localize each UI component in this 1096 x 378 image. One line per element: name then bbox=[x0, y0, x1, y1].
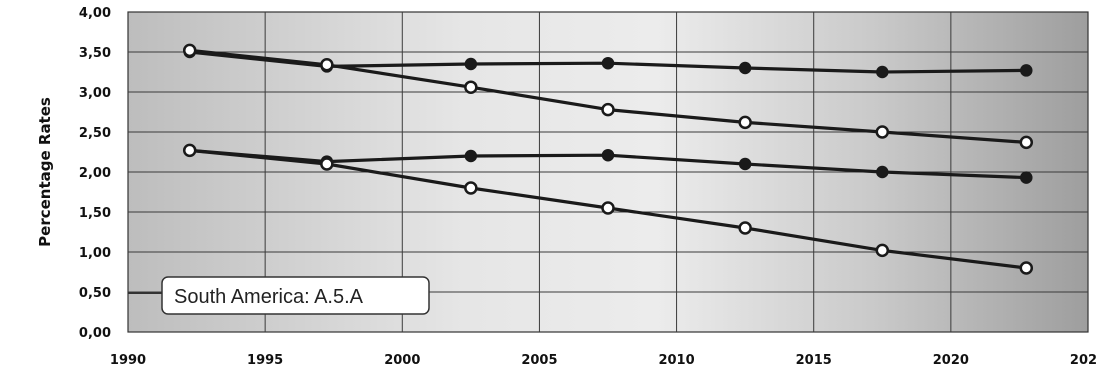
data-point-open bbox=[601, 201, 615, 215]
data-point-open bbox=[320, 58, 334, 72]
data-point-open bbox=[1019, 135, 1034, 150]
data-point-filled bbox=[1020, 64, 1033, 77]
y-tick-label: 1,50 bbox=[79, 206, 111, 221]
data-point-filled bbox=[738, 157, 752, 171]
data-point-open bbox=[464, 80, 478, 94]
data-point-open bbox=[1019, 261, 1034, 275]
data-point-open bbox=[738, 221, 752, 235]
data-point-filled bbox=[464, 57, 478, 71]
series-group bbox=[182, 43, 1034, 275]
data-point-open bbox=[875, 243, 890, 258]
data-point-open bbox=[738, 115, 752, 130]
data-point-filled bbox=[738, 61, 752, 75]
x-tick-label: 2025 bbox=[1070, 353, 1096, 368]
annotation-label: South America: A.5.A bbox=[174, 286, 364, 308]
data-point-open bbox=[875, 125, 890, 139]
x-tick-label: 2005 bbox=[521, 353, 557, 368]
annotation-box: South America: A.5.A bbox=[128, 276, 430, 315]
y-tick-label: 2,50 bbox=[79, 126, 111, 141]
series-4 bbox=[182, 143, 1034, 275]
x-tick-label: 2015 bbox=[796, 353, 832, 368]
data-point-open bbox=[182, 143, 197, 158]
y-tick-label: 0,50 bbox=[79, 286, 111, 301]
y-tick-label: 3,50 bbox=[79, 46, 111, 61]
data-point-filled bbox=[464, 149, 478, 163]
y-tick-labels: 0,00 0,50 1,00 1,50 2,00 2,50 3,00 3,50 4,00 bbox=[79, 6, 111, 341]
data-point-open bbox=[464, 181, 478, 195]
data-point-filled bbox=[601, 56, 615, 70]
data-point-filled bbox=[876, 165, 889, 179]
x-tick-label: 2000 bbox=[384, 353, 420, 368]
x-tick-label: 2010 bbox=[658, 353, 694, 368]
y-tick-label: 3,00 bbox=[79, 86, 111, 101]
x-tick-label: 1990 bbox=[110, 353, 146, 368]
x-tick-labels: 1990 1995 2000 2005 2010 2015 2020 2025 bbox=[110, 353, 1096, 368]
data-point-filled bbox=[601, 148, 615, 162]
y-tick-label: 2,00 bbox=[79, 166, 111, 181]
data-point-open bbox=[320, 157, 334, 171]
data-point-filled bbox=[876, 65, 889, 79]
data-point-open bbox=[182, 43, 197, 58]
y-axis-label: Percentage Rates bbox=[36, 97, 54, 247]
x-tick-label: 2020 bbox=[933, 353, 969, 368]
y-tick-label: 1,00 bbox=[79, 246, 111, 261]
data-point-filled bbox=[1020, 171, 1033, 184]
data-point-open bbox=[601, 102, 615, 117]
y-tick-label: 4,00 bbox=[79, 6, 111, 21]
x-tick-label: 1995 bbox=[247, 353, 283, 368]
series-2 bbox=[182, 43, 1034, 150]
y-tick-label: 0,00 bbox=[79, 326, 111, 341]
